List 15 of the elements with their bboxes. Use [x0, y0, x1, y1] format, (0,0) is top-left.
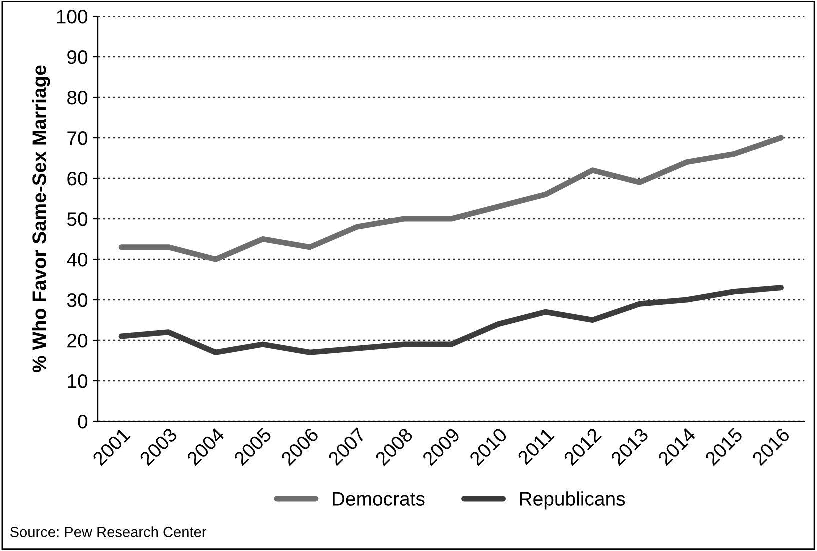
- y-tick-label: 0: [78, 414, 88, 429]
- legend-label: Republicans: [520, 492, 626, 510]
- y-tick-label: 80: [68, 90, 88, 105]
- y-tick-label: 20: [68, 334, 88, 348]
- y-tick-label: 40: [67, 252, 88, 267]
- y-tick-label: 10: [68, 374, 88, 388]
- legend-label: Democrats: [333, 492, 425, 506]
- y-tick-label: 50: [67, 212, 88, 226]
- y-tick-label: 90: [68, 50, 88, 64]
- y-tick-label: 70: [68, 131, 88, 146]
- y-tick-label: 100: [57, 10, 88, 24]
- y-tick-label: 30: [67, 293, 88, 308]
- source-note: Source: Pew Research Center: [10, 526, 207, 538]
- y-tick-label: 60: [68, 172, 88, 186]
- y-axis-title: % Who Favor Same-Sex Marriage: [32, 66, 50, 373]
